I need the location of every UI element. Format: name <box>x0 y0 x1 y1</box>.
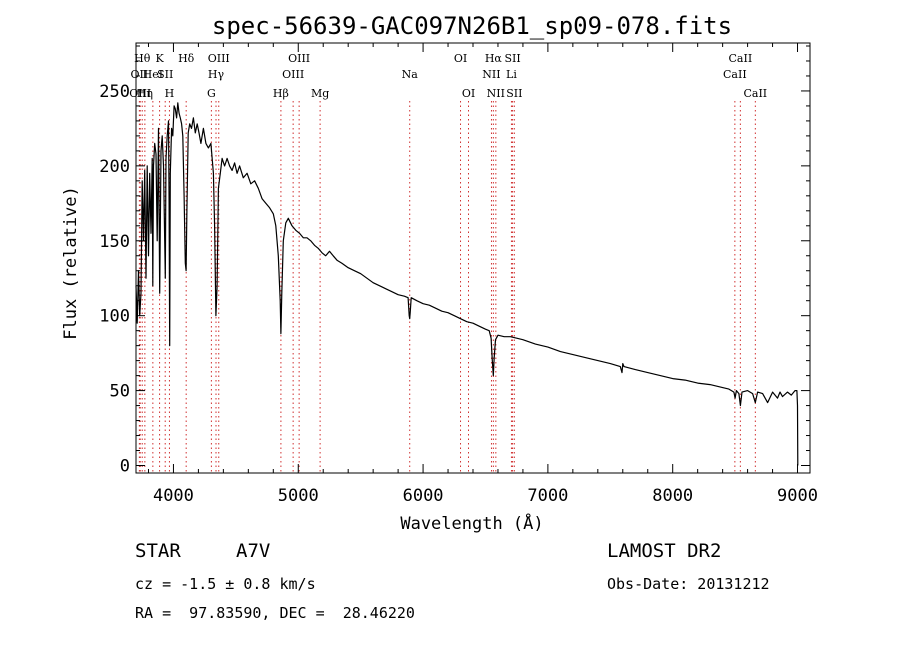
line-marker-label: Hγ <box>208 68 225 81</box>
spectrum-line <box>135 102 799 466</box>
line-marker-label: Na <box>402 68 419 81</box>
line-marker-label: OI <box>454 52 467 65</box>
line-marker-label: H <box>165 87 175 100</box>
plot-frame <box>135 42 811 474</box>
x-tick-label: 9000 <box>777 486 818 506</box>
y-axis-label: Flux (relative) <box>61 186 81 340</box>
redshift-velocity: cz = -1.5 ± 0.8 km/s <box>135 575 316 593</box>
x-tick-label: 4000 <box>153 486 194 506</box>
line-marker-label: OII <box>131 68 149 81</box>
line-marker-label: Hα <box>485 52 503 65</box>
line-marker-label: SII <box>504 52 520 65</box>
line-marker-label: NII <box>487 87 505 100</box>
y-tick-label: 50 <box>110 382 130 402</box>
line-marker-label: K <box>155 52 164 65</box>
line-marker-label: Li <box>506 68 517 81</box>
object-subclass: A7V <box>236 540 271 562</box>
line-marker-label: Hη <box>137 87 153 100</box>
observation-date: Obs-Date: 20131212 <box>607 575 770 593</box>
object-class: STAR <box>135 540 181 562</box>
line-marker-label: Hθ <box>134 52 151 65</box>
line-marker-label: CaII <box>729 52 753 65</box>
line-marker-label: SII <box>506 87 522 100</box>
y-tick-label: 250 <box>99 82 130 102</box>
line-marker-label: OIII <box>288 52 310 65</box>
line-marker-label: SII <box>157 68 173 81</box>
line-marker-label: OI <box>462 87 475 100</box>
line-marker-label: CaII <box>723 68 747 81</box>
x-tick-label: 8000 <box>652 486 693 506</box>
axes: 4000 5000 6000 7000 8000 9000 0 50 100 150 200 250 <box>99 43 818 506</box>
y-tick-label: 150 <box>99 232 130 252</box>
line-marker-label: G <box>207 87 216 100</box>
x-tick-label: 6000 <box>403 486 444 506</box>
line-marker-label: HeI <box>143 68 163 81</box>
y-tick-label: 100 <box>99 307 130 327</box>
chart-title: spec-56639-GAC097N26B1_sp09-078.fits <box>212 12 732 40</box>
line-marker-label: OIII <box>129 87 151 100</box>
y-tick-label: 0 <box>120 457 130 477</box>
y-tick-label: 200 <box>99 157 130 177</box>
x-tick-label: 7000 <box>527 486 568 506</box>
line-marker-label: Hδ <box>178 52 195 65</box>
sky-coordinates: RA = 97.83590, DEC = 28.46220 <box>135 604 415 622</box>
x-tick-label: 5000 <box>278 486 319 506</box>
line-marker-label: CaII <box>743 87 767 100</box>
line-marker-layer: OII OIII Hθ Hη HeI K SII H Hδ G Hγ OIII Hβ OIII OIII Mg… <box>129 52 767 473</box>
survey-name: LAMOST DR2 <box>607 540 722 562</box>
line-marker-label: Mg <box>311 87 329 100</box>
line-marker-label: NII <box>482 68 500 81</box>
x-axis-label: Wavelength (Å) <box>400 512 543 534</box>
line-marker-label: OIII <box>208 52 230 65</box>
line-marker-label: Hβ <box>273 87 289 100</box>
line-marker-label: OIII <box>282 68 304 81</box>
